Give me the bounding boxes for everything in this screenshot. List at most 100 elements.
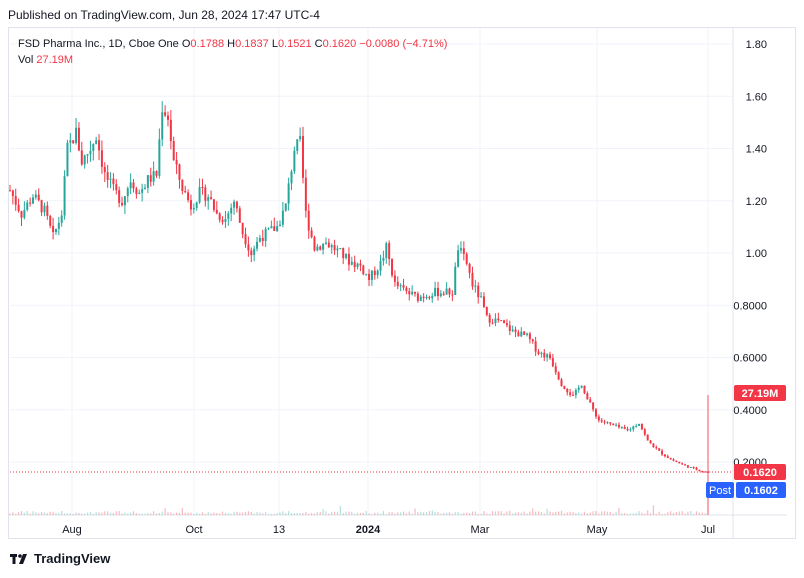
candle-body bbox=[370, 270, 373, 281]
candle-body bbox=[393, 275, 396, 282]
volume-bar bbox=[187, 512, 189, 515]
candle-body bbox=[37, 194, 40, 201]
candle-body bbox=[503, 320, 506, 324]
volume-bar bbox=[678, 511, 680, 515]
candle-body bbox=[491, 322, 494, 324]
candle-body bbox=[313, 237, 316, 251]
volume-bar bbox=[239, 512, 241, 515]
volume-bar bbox=[279, 512, 281, 515]
candle-body bbox=[396, 281, 399, 287]
chart-frame bbox=[8, 27, 796, 539]
candle-body bbox=[669, 458, 672, 460]
volume-bar bbox=[230, 513, 232, 515]
volume-bar bbox=[305, 511, 307, 515]
volume-bar bbox=[290, 513, 293, 515]
volume-bar bbox=[196, 512, 198, 515]
volume-bar bbox=[227, 513, 229, 515]
volume-bar bbox=[612, 513, 614, 515]
volume-bar bbox=[288, 511, 290, 515]
volume-bar bbox=[316, 511, 318, 515]
candle-body bbox=[258, 237, 261, 242]
y-tick-label: 1.00 bbox=[746, 248, 767, 260]
volume-bar bbox=[247, 511, 250, 515]
candles bbox=[9, 101, 709, 473]
candle-body bbox=[571, 394, 574, 396]
volume-bar bbox=[282, 511, 284, 515]
candle-body bbox=[121, 202, 124, 206]
volume-bar bbox=[552, 512, 554, 515]
volume-bar bbox=[463, 512, 465, 515]
volume-bar bbox=[540, 512, 542, 515]
candle-body bbox=[247, 244, 250, 251]
volume-bar bbox=[101, 512, 103, 515]
volume-bar bbox=[92, 513, 94, 515]
candle-body bbox=[250, 250, 253, 256]
volume-bar bbox=[216, 512, 218, 515]
footer-brand[interactable]: TradingView bbox=[10, 551, 110, 566]
volume-bar bbox=[319, 512, 321, 515]
candle-body bbox=[310, 230, 313, 238]
high-label: H bbox=[227, 38, 236, 50]
volume-bar bbox=[141, 513, 143, 515]
volume-bar bbox=[641, 512, 643, 515]
candle-body bbox=[210, 197, 213, 200]
candle-body bbox=[29, 202, 32, 204]
candle-body bbox=[635, 426, 638, 428]
volume-bar bbox=[115, 511, 117, 515]
candle-body bbox=[103, 166, 106, 173]
candle-body bbox=[201, 186, 204, 188]
volume-bar bbox=[405, 513, 407, 515]
candle-body bbox=[89, 150, 92, 155]
candle-body bbox=[594, 409, 597, 417]
volume-bar bbox=[684, 513, 686, 515]
candle-body bbox=[83, 155, 86, 165]
candle-body bbox=[80, 150, 83, 165]
candle-body bbox=[459, 248, 462, 251]
y-tick-label: 1.40 bbox=[746, 144, 767, 156]
candle-body bbox=[462, 248, 465, 254]
candle-body bbox=[34, 194, 37, 198]
candle-body bbox=[221, 219, 224, 223]
candle-body bbox=[638, 423, 641, 427]
volume-bar bbox=[681, 511, 683, 515]
candle-body bbox=[132, 182, 135, 189]
candle-body bbox=[230, 207, 233, 214]
volume-bar bbox=[690, 511, 692, 515]
candle-body bbox=[158, 139, 161, 176]
candle-body bbox=[663, 454, 666, 457]
volume-bar bbox=[63, 513, 66, 515]
candle-body bbox=[293, 150, 296, 172]
volume-bar bbox=[431, 510, 433, 515]
volume-bar bbox=[529, 511, 531, 515]
candle-body bbox=[382, 257, 385, 261]
volume-bar bbox=[698, 512, 700, 515]
candle-body bbox=[215, 209, 218, 214]
volume-bar bbox=[385, 513, 387, 515]
candle-body bbox=[178, 164, 181, 180]
candle-body bbox=[279, 224, 282, 227]
candle-body bbox=[379, 260, 382, 271]
volume-bar bbox=[244, 511, 247, 515]
candle-body bbox=[531, 339, 534, 342]
close-value: 0.1620 bbox=[322, 38, 357, 50]
x-tick-label: Mar bbox=[471, 524, 490, 536]
volume-bar bbox=[184, 512, 186, 515]
y-axis: 1.801.601.401.201.000.80000.60000.40000.… bbox=[733, 39, 767, 469]
volume-bar bbox=[130, 512, 132, 515]
volume-bar bbox=[468, 512, 471, 515]
candle-body bbox=[169, 119, 172, 142]
candle-body bbox=[684, 464, 687, 466]
volume-bar bbox=[276, 513, 278, 515]
volume-bar bbox=[178, 512, 181, 515]
candle-body bbox=[11, 190, 14, 197]
candle-body bbox=[238, 208, 241, 223]
low-label: L bbox=[271, 38, 278, 50]
candle-body bbox=[9, 190, 11, 192]
candle-body bbox=[451, 294, 454, 296]
candle-body bbox=[264, 228, 267, 242]
volume-bar bbox=[474, 511, 476, 515]
y-tick-label: 1.60 bbox=[746, 91, 767, 103]
x-axis: Aug Oct 13 2024 Mar May Jul bbox=[62, 524, 715, 536]
candle-body bbox=[138, 192, 141, 194]
